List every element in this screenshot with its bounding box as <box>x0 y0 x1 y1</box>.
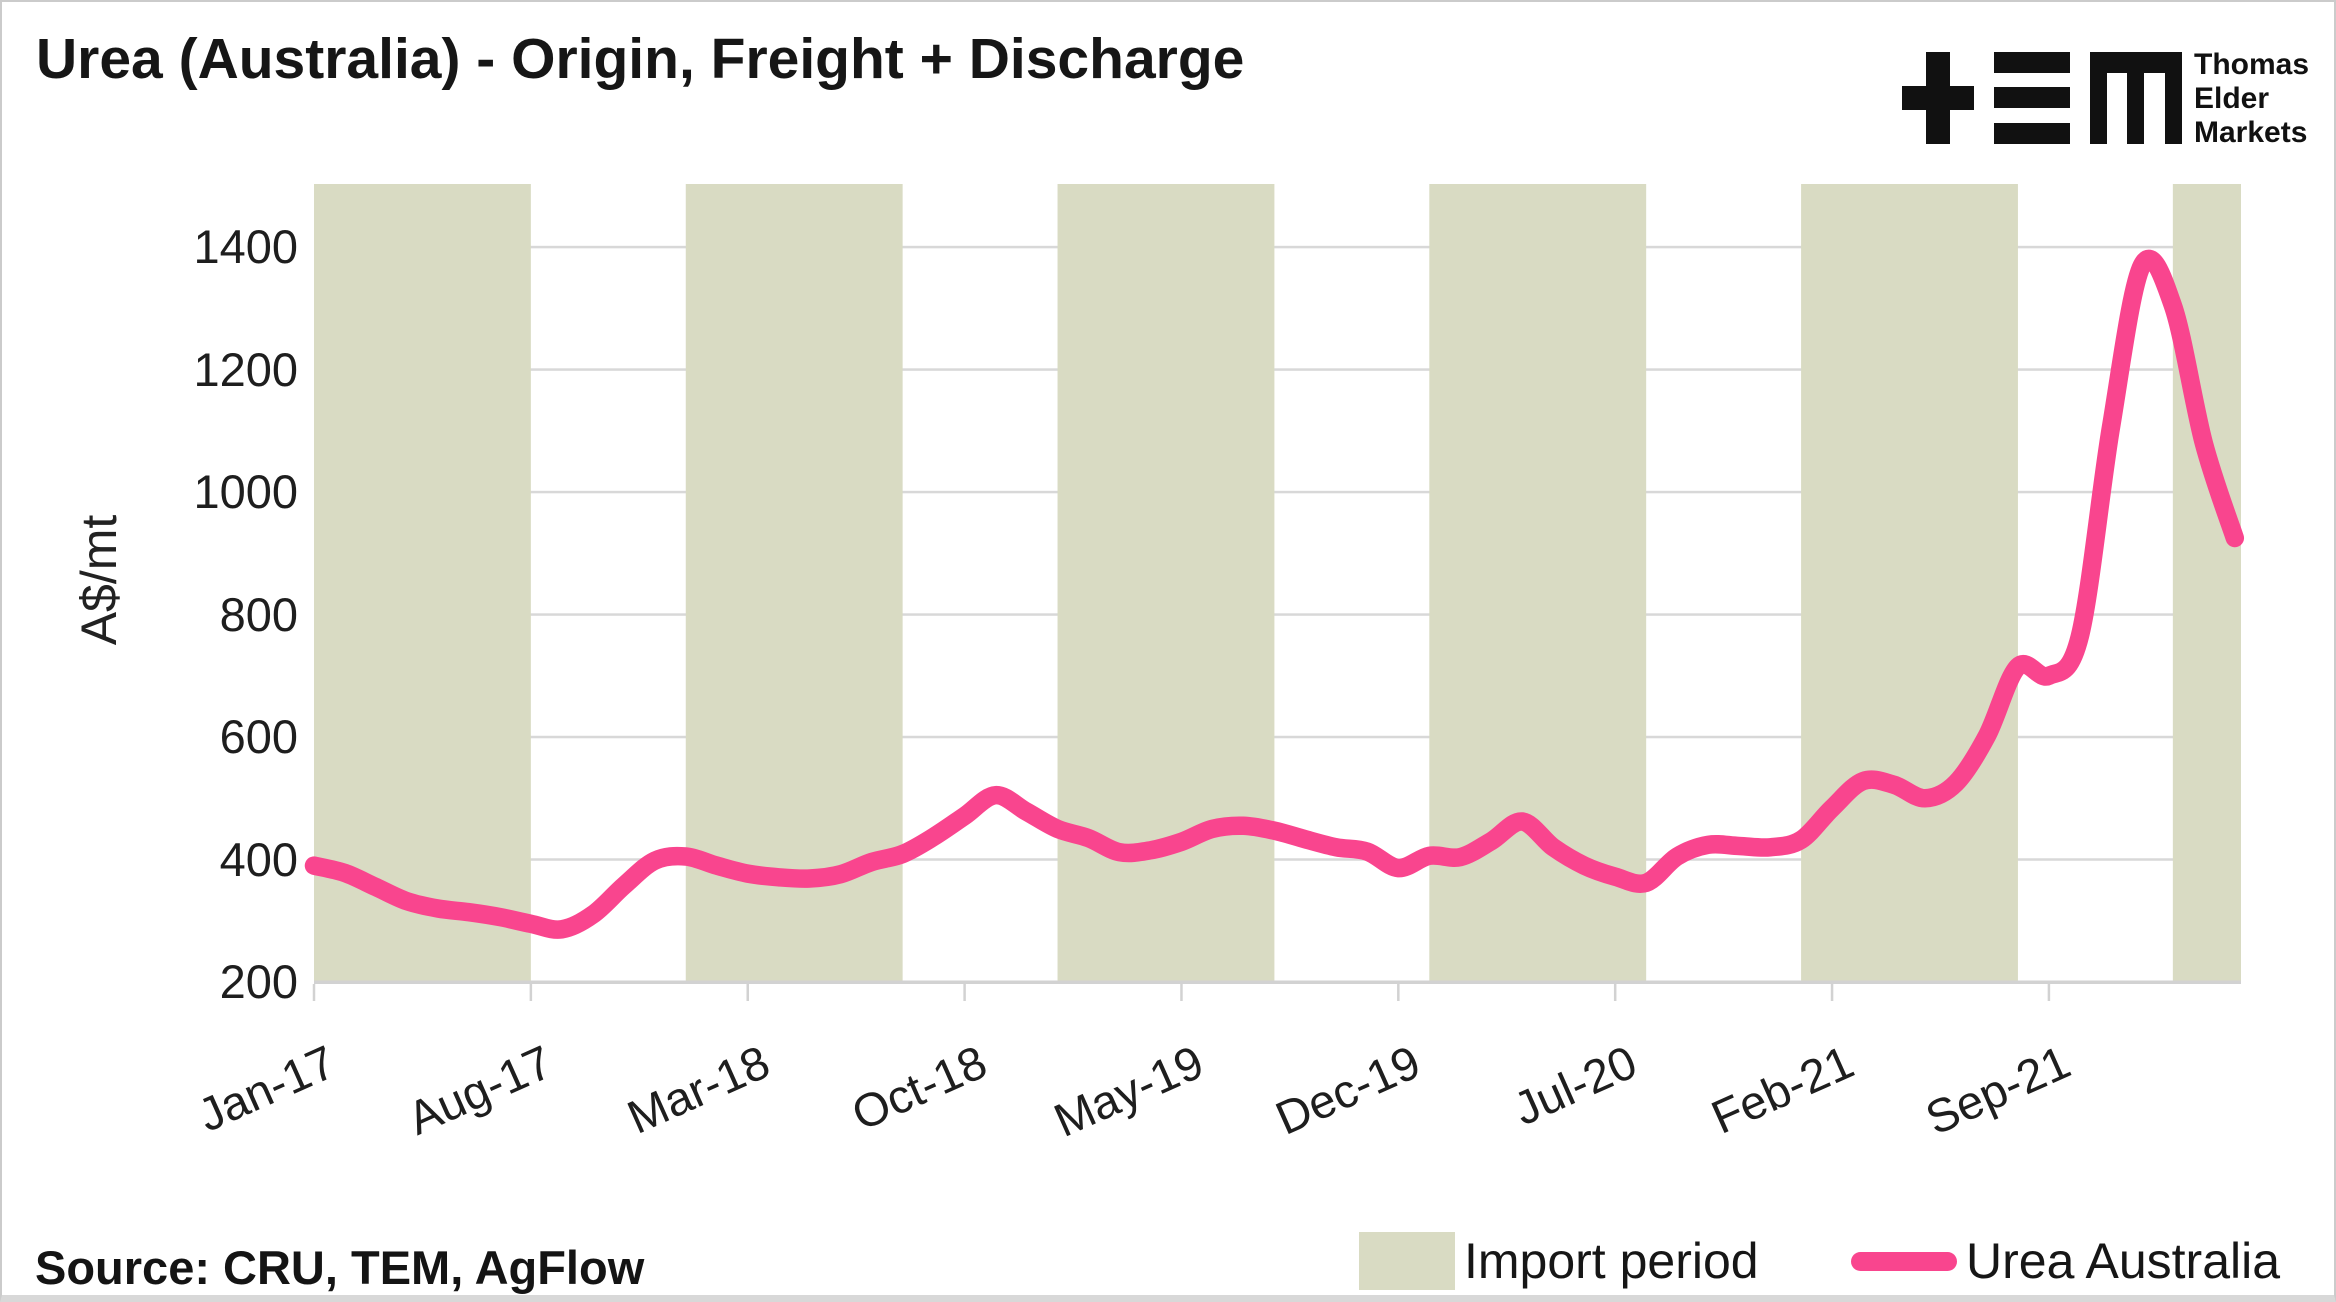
gridline <box>314 613 2241 616</box>
urea-australia-line <box>304 249 2245 939</box>
gridline <box>314 368 2241 371</box>
y-tick-label: 1200 <box>193 342 298 396</box>
gridline <box>314 735 2241 739</box>
y-tick-label: 1000 <box>193 465 298 519</box>
x-axis-tick <box>1613 984 1617 1001</box>
gridline <box>314 245 2241 249</box>
y-tick-label: 200 <box>219 955 298 1008</box>
chart-title: Urea (Australia) - Origin, Freight + Dis… <box>36 27 1245 91</box>
x-axis-tick <box>529 984 533 1001</box>
logo-text-line: Elder <box>2194 82 2270 115</box>
legend-label-urea-australia: Urea Australia <box>1966 1233 2281 1289</box>
gridline <box>314 858 2241 861</box>
x-axis-tick <box>312 984 316 1001</box>
import-period-band <box>1057 184 1275 982</box>
y-tick-label: 1400 <box>193 220 298 274</box>
y-tick-label: 400 <box>219 832 298 886</box>
gridline <box>314 490 2241 494</box>
logo-wordmark: Thomas Elder Markets <box>2194 48 2309 150</box>
x-axis-tick <box>1397 984 1400 1001</box>
x-axis-tick <box>963 984 966 1001</box>
logo-text-line: Thomas <box>2194 48 2310 81</box>
logo-text-line: Markets <box>2194 116 2308 149</box>
x-axis-tick <box>1830 984 1834 1001</box>
import-period-band <box>685 184 903 982</box>
import-period-band <box>314 184 531 982</box>
y-tick-label: 800 <box>219 587 298 641</box>
legend-swatch-import-period <box>1359 1232 1455 1290</box>
legend-swatch-urea-australia <box>1851 1252 1957 1271</box>
legend-label-import-period: Import period <box>1464 1233 1759 1289</box>
source-note: Source: CRU, TEM, AgFlow <box>35 1241 645 1294</box>
import-period-band <box>2172 184 2241 982</box>
y-tick-label: 600 <box>219 710 298 764</box>
x-axis-tick <box>1180 984 1183 1001</box>
import-period-band <box>1801 184 2018 982</box>
x-axis-line <box>314 980 2241 984</box>
x-axis-tick <box>2047 984 2051 1001</box>
x-axis-tick <box>746 984 749 1001</box>
tem-logo: Thomas Elder Markets <box>1902 46 2322 149</box>
tem-logo-icon <box>1902 52 2182 144</box>
